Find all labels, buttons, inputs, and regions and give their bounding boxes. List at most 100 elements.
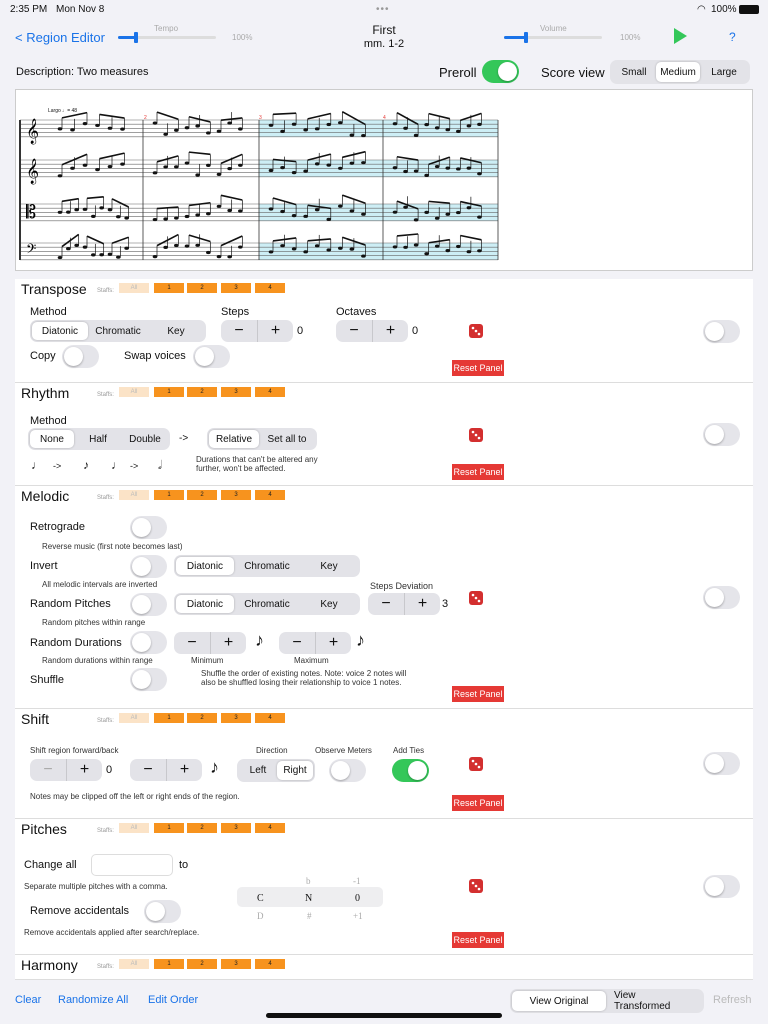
staff-3-button[interactable]: 3 — [221, 387, 251, 397]
refresh-button[interactable]: Refresh — [713, 994, 752, 1006]
invert-diatonic[interactable]: Diatonic — [176, 557, 234, 575]
staff-4-button[interactable]: 4 — [255, 387, 285, 397]
remove-accidentals-toggle[interactable] — [144, 900, 181, 923]
swap-voices-toggle[interactable] — [193, 345, 230, 368]
pitches-enable-toggle[interactable] — [703, 875, 740, 898]
staff-all-button[interactable]: All — [119, 283, 149, 293]
shuffle-toggle[interactable] — [130, 668, 167, 691]
plus-icon[interactable]: + — [210, 632, 246, 654]
random-chromatic[interactable]: Chromatic — [244, 598, 290, 610]
staff-1-button[interactable]: 1 — [154, 959, 184, 969]
staff-all-button[interactable]: All — [119, 823, 149, 833]
help-button[interactable]: ? — [729, 30, 736, 44]
view-transformed-button[interactable]: View Transformed — [614, 990, 671, 1012]
min-duration-stepper[interactable]: − + — [174, 632, 246, 654]
play-icon[interactable] — [672, 27, 688, 45]
random-pitches-toggle[interactable] — [130, 593, 167, 616]
plus-icon[interactable]: + — [166, 759, 202, 781]
picker-flat[interactable]: b — [306, 876, 311, 886]
staff-4-button[interactable]: 4 — [255, 823, 285, 833]
plus-icon[interactable]: + — [315, 632, 351, 654]
picker-minus-one[interactable]: -1 — [353, 876, 361, 886]
plus-icon[interactable]: + — [257, 320, 293, 342]
steps-deviation-stepper[interactable]: − + — [368, 593, 440, 615]
randomize-all-button[interactable]: Randomize All — [58, 994, 129, 1006]
view-original-button[interactable]: View Original — [512, 991, 606, 1011]
rhythm-none[interactable]: None — [30, 430, 74, 448]
score-size-large[interactable]: Large — [711, 66, 737, 78]
minus-icon[interactable]: − — [234, 322, 244, 339]
method-chromatic[interactable]: Chromatic — [95, 325, 141, 337]
staff-1-button[interactable]: 1 — [154, 713, 184, 723]
back-region-editor-button[interactable]: < Region Editor — [15, 30, 105, 45]
rhythm-double[interactable]: Double — [129, 433, 161, 445]
staff-3-button[interactable]: 3 — [221, 823, 251, 833]
dice-icon[interactable] — [468, 878, 484, 894]
staff-4-button[interactable]: 4 — [255, 283, 285, 293]
staff-4-button[interactable]: 4 — [255, 490, 285, 500]
staff-2-button[interactable]: 2 — [187, 283, 217, 293]
staff-1-button[interactable]: 1 — [154, 283, 184, 293]
dice-icon[interactable] — [468, 590, 484, 606]
reset-panel-button[interactable]: Reset Panel — [452, 360, 504, 376]
clear-button[interactable]: Clear — [15, 994, 42, 1006]
direction-left[interactable]: Left — [249, 765, 267, 776]
staff-all-button[interactable]: All — [119, 713, 149, 723]
melodic-enable-toggle[interactable] — [703, 586, 740, 609]
shift-duration-stepper[interactable]: − + — [130, 759, 202, 781]
staff-1-button[interactable]: 1 — [154, 387, 184, 397]
shift-enable-toggle[interactable] — [703, 752, 740, 775]
random-durations-toggle[interactable] — [130, 631, 167, 654]
rhythm-half[interactable]: Half — [89, 433, 107, 445]
score-size-small[interactable]: Small — [621, 66, 647, 78]
reset-panel-button[interactable]: Reset Panel — [452, 795, 504, 811]
rhythm-enable-toggle[interactable] — [703, 423, 740, 446]
score-size-medium[interactable]: Medium — [656, 62, 700, 82]
multitask-dots-icon[interactable]: ••• — [376, 4, 390, 15]
staff-4-button[interactable]: 4 — [255, 713, 285, 723]
invert-chromatic[interactable]: Chromatic — [244, 560, 290, 572]
retrograde-toggle[interactable] — [130, 516, 167, 539]
invert-key[interactable]: Key — [320, 560, 338, 572]
picker-sharp[interactable]: # — [307, 911, 312, 921]
octaves-stepper[interactable]: − + — [336, 320, 408, 342]
shift-beats-stepper[interactable]: − + — [30, 759, 102, 781]
plus-icon[interactable]: + — [66, 759, 102, 781]
reset-panel-button[interactable]: Reset Panel — [452, 686, 504, 702]
minus-icon[interactable]: − — [349, 322, 359, 339]
staff-4-button[interactable]: 4 — [255, 959, 285, 969]
minus-icon[interactable]: − — [292, 634, 302, 651]
add-ties-toggle[interactable] — [392, 759, 429, 782]
staff-2-button[interactable]: 2 — [187, 713, 217, 723]
staff-all-button[interactable]: All — [119, 387, 149, 397]
method-key[interactable]: Key — [167, 325, 185, 337]
staff-3-button[interactable]: 3 — [221, 490, 251, 500]
mode-relative[interactable]: Relative — [209, 430, 259, 448]
picker-note-d[interactable]: D — [257, 911, 264, 921]
reset-panel-button[interactable]: Reset Panel — [452, 464, 504, 480]
volume-slider[interactable] — [504, 32, 602, 43]
staff-3-button[interactable]: 3 — [221, 283, 251, 293]
edit-order-button[interactable]: Edit Order — [148, 994, 199, 1006]
staff-1-button[interactable]: 1 — [154, 490, 184, 500]
staff-2-button[interactable]: 2 — [187, 387, 217, 397]
max-duration-stepper[interactable]: − + — [279, 632, 351, 654]
score-view[interactable]: 𝄞 𝄞 𝄡 𝄢 Largo ♩= 48 2 3 4 — [15, 89, 753, 271]
staff-1-button[interactable]: 1 — [154, 823, 184, 833]
minus-icon[interactable]: − — [43, 761, 53, 778]
tempo-slider[interactable] — [118, 32, 216, 43]
picker-plus-one[interactable]: +1 — [353, 911, 363, 921]
steps-stepper[interactable]: − + — [221, 320, 293, 342]
staff-all-button[interactable]: All — [119, 490, 149, 500]
transpose-enable-toggle[interactable] — [703, 320, 740, 343]
staff-2-button[interactable]: 2 — [187, 823, 217, 833]
minus-icon[interactable]: − — [187, 634, 197, 651]
minus-icon[interactable]: − — [143, 761, 153, 778]
invert-toggle[interactable] — [130, 555, 167, 578]
mode-set-all[interactable]: Set all to — [267, 433, 307, 445]
observe-meters-toggle[interactable] — [329, 759, 366, 782]
staff-2-button[interactable]: 2 — [187, 490, 217, 500]
dice-icon[interactable] — [468, 427, 484, 443]
plus-icon[interactable]: + — [372, 320, 408, 342]
random-diatonic[interactable]: Diatonic — [176, 595, 234, 613]
